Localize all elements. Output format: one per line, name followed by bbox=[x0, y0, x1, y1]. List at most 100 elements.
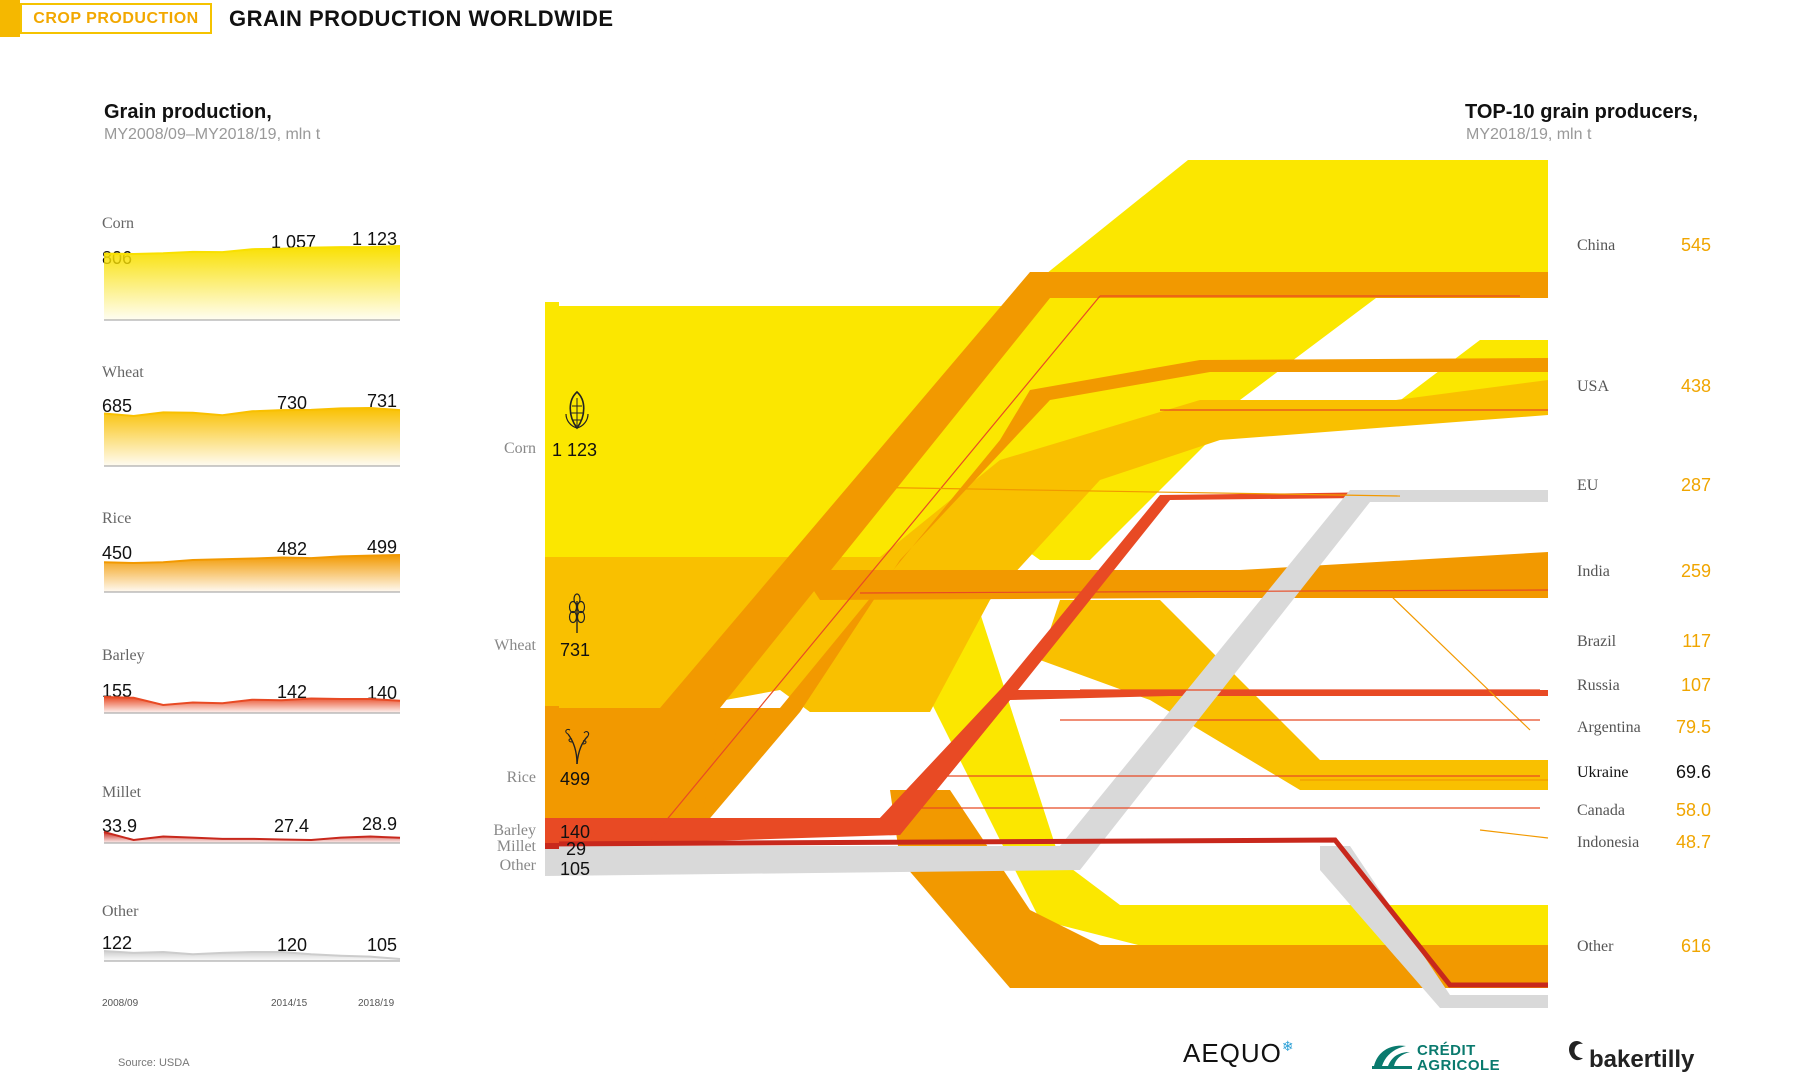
country-label-india: India bbox=[1577, 563, 1610, 580]
mini-chart-line bbox=[103, 696, 401, 707]
node-other bbox=[545, 849, 559, 875]
credit-agricole-logo: CRÉDIT AGRICOLE bbox=[1370, 1040, 1500, 1075]
mini-chart-line bbox=[103, 950, 401, 960]
country-label-canada: Canada bbox=[1577, 802, 1625, 819]
mini-chart-line bbox=[103, 831, 401, 842]
mini-charts-svg bbox=[103, 245, 401, 962]
node-corn bbox=[545, 302, 559, 558]
year-end-label: 2018/19 bbox=[358, 998, 395, 1009]
mini-chart-value-end: 140 bbox=[367, 683, 398, 703]
mini-chart-value-end: 28.9 bbox=[362, 814, 398, 834]
mini-chart-value-mid: 142 bbox=[277, 682, 308, 702]
country-value-other: 616 bbox=[1680, 936, 1711, 956]
sankey-source-nodes bbox=[545, 302, 559, 875]
credit-agricole-emblem-icon bbox=[1372, 1045, 1412, 1069]
mini-chart-area bbox=[104, 832, 400, 843]
country-value-canada: 58.0 bbox=[1675, 800, 1711, 820]
section-badge: CROP PRODUCTION bbox=[20, 3, 212, 34]
country-label-brazil: Brazil bbox=[1577, 633, 1617, 650]
corn-icon bbox=[565, 390, 589, 430]
crop-value-wheat: 731 bbox=[560, 640, 591, 660]
snowflake-icon: ❄ bbox=[1281, 1038, 1295, 1054]
page-title: GRAIN PRODUCTION WORLDWIDE bbox=[229, 6, 614, 31]
country-label-usa: USA bbox=[1577, 378, 1610, 395]
crop-label-other: Other bbox=[499, 857, 536, 874]
country-value-russia: 107 bbox=[1680, 675, 1711, 695]
mini-chart-value-start: 33.9 bbox=[102, 816, 138, 836]
right-panel-subtitle: MY2018/19, mln t bbox=[1466, 126, 1592, 143]
credit-agricole-line1: CRÉDIT bbox=[1417, 1042, 1476, 1059]
mini-chart-area bbox=[104, 408, 400, 466]
country-label-argentina: Argentina bbox=[1577, 719, 1641, 736]
country-label-other: Other bbox=[1577, 938, 1614, 955]
rice-icon bbox=[565, 728, 590, 765]
mini-chart-area bbox=[104, 555, 400, 592]
mini-chart-value-start: 155 bbox=[102, 681, 133, 701]
country-value-china: 545 bbox=[1680, 235, 1711, 255]
crop-value-corn: 1 123 bbox=[552, 440, 598, 460]
mini-chart-area bbox=[104, 697, 400, 713]
flow-rice-china bbox=[545, 272, 1548, 830]
mini-chart-line bbox=[103, 245, 401, 256]
crop-label-rice: Rice bbox=[506, 769, 536, 786]
left-panel-title: Grain production, bbox=[104, 101, 272, 123]
mini-chart-value-mid: 730 bbox=[277, 393, 308, 413]
mini-chart-value-end: 731 bbox=[367, 391, 398, 411]
mini-chart-label: Millet bbox=[102, 784, 142, 801]
mini-chart-label: Rice bbox=[102, 510, 132, 527]
crop-label-millet: Millet bbox=[496, 838, 536, 855]
node-rice bbox=[545, 706, 559, 819]
flow-wheat-main bbox=[545, 380, 1548, 712]
country-value-argentina: 79.5 bbox=[1675, 717, 1711, 737]
wheat-icon bbox=[568, 593, 586, 633]
aequo-logo-text: AEQUO bbox=[1183, 1038, 1282, 1068]
mini-chart-value-end: 499 bbox=[367, 537, 398, 557]
header-accent bbox=[0, 0, 20, 37]
flow-other-grey-tail bbox=[1320, 846, 1548, 1008]
mini-chart-label: Barley bbox=[102, 647, 145, 664]
node-barley bbox=[545, 818, 559, 844]
country-value-usa: 438 bbox=[1680, 376, 1711, 396]
mini-chart-value-end: 1 123 bbox=[352, 229, 398, 249]
flow-barley bbox=[545, 690, 1548, 846]
country-label-china: China bbox=[1577, 237, 1616, 254]
sankey-flows bbox=[544, 160, 1548, 1008]
flow-other-grey bbox=[545, 490, 1548, 876]
mini-chart-value-start: 450 bbox=[102, 543, 133, 563]
country-label-ukraine: Ukraine bbox=[1577, 764, 1629, 781]
bakertilly-name: bakertilly bbox=[1589, 1046, 1695, 1073]
mini-chart-value-mid: 27.4 bbox=[274, 816, 310, 836]
aequo-logo: AEQUO❄ bbox=[1183, 1038, 1295, 1069]
mini-chart-value-start: 122 bbox=[102, 933, 133, 953]
country-value-ukraine: 69.6 bbox=[1675, 762, 1711, 782]
flow-millet bbox=[544, 837, 1548, 988]
crop-label-barley: Barley bbox=[493, 822, 536, 839]
node-millet bbox=[545, 843, 559, 849]
right-panel-title: TOP-10 grain producers, bbox=[1465, 101, 1699, 123]
crop-label-wheat: Wheat bbox=[494, 637, 536, 654]
crop-value-rice: 499 bbox=[560, 769, 591, 789]
country-value-india: 259 bbox=[1680, 561, 1711, 581]
node-wheat bbox=[545, 557, 559, 707]
year-start-label: 2008/09 bbox=[102, 998, 139, 1009]
credit-agricole-line2: AGRICOLE bbox=[1417, 1057, 1501, 1074]
country-label-eu: EU bbox=[1577, 477, 1599, 494]
country-value-brazil: 117 bbox=[1682, 631, 1711, 651]
mini-chart-value-end: 105 bbox=[367, 935, 398, 955]
mini-chart-value-mid: 482 bbox=[277, 539, 308, 559]
bakertilly-logo: bakertilly bbox=[1565, 1038, 1694, 1073]
mini-chart-line bbox=[103, 406, 401, 418]
crop-value-other: 105 bbox=[560, 859, 591, 879]
crop-value-millet: 29 bbox=[566, 839, 587, 859]
mini-chart-label: Corn bbox=[102, 215, 134, 232]
mini-chart-area bbox=[104, 246, 400, 320]
mini-chart-line bbox=[103, 554, 401, 565]
crop-label-corn: Corn bbox=[504, 440, 536, 457]
mini-chart-value-start: 685 bbox=[102, 396, 133, 416]
flow-rice-main bbox=[545, 358, 1548, 830]
country-label-indonesia: Indonesia bbox=[1577, 834, 1640, 851]
bakertilly-emblem-icon bbox=[1569, 1041, 1583, 1061]
flow-rice-other bbox=[890, 790, 1548, 988]
country-label-russia: Russia bbox=[1577, 677, 1620, 694]
